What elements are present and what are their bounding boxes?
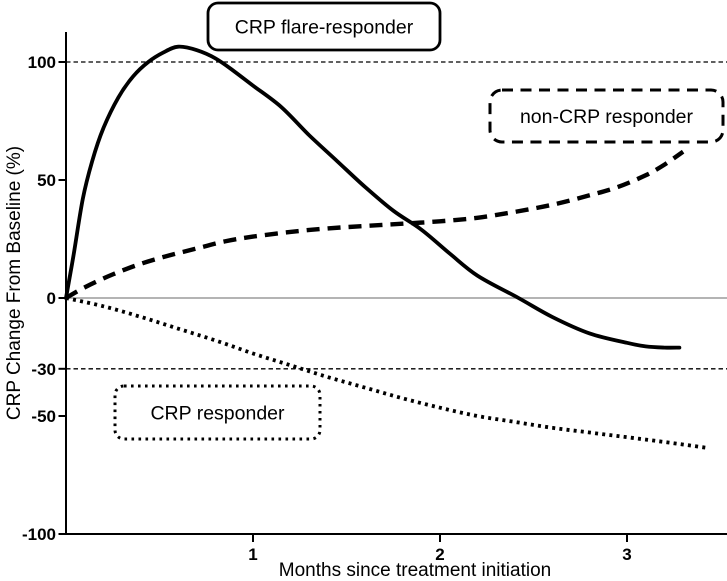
y-tick-label-50: 50 (37, 171, 56, 190)
curve-label-boxes-group: CRP flare-responder non-CRP responder CRP … (113, 1, 725, 441)
flare-label: CRP flare-responder (235, 17, 414, 39)
non-crp-label-box (488, 88, 725, 144)
y-tick-label--30: -30 (31, 360, 56, 379)
non-crp-label: non-CRP responder (520, 106, 694, 128)
y-axis-title: CRP Change From Baseline (%) (4, 146, 25, 420)
responder-responder-curve (65, 296, 708, 450)
y-tick-label--50: -50 (31, 407, 56, 426)
flare-responder-curve (64, 44, 682, 350)
y-tick-label--100: -100 (22, 525, 56, 544)
responder-label-box (113, 384, 322, 441)
x-tick-label-1: 1 (248, 545, 257, 564)
non-crp-responder-curve (64, 149, 685, 300)
x-tick-label-2: 2 (435, 545, 444, 564)
x-axis-title: Months since treatment initiation (279, 560, 551, 581)
curves-group (64, 44, 708, 450)
axes-group: 100 50 0 -30 -50 -100 1 2 3 (22, 32, 727, 564)
flare-label-box (206, 1, 442, 52)
responder-label: CRP responder (150, 403, 285, 425)
reference-lines-group (66, 61, 727, 370)
x-tick-label-3: 3 (622, 545, 631, 564)
y-tick-label-100: 100 (28, 53, 56, 72)
y-tick-label-0: 0 (47, 289, 56, 308)
